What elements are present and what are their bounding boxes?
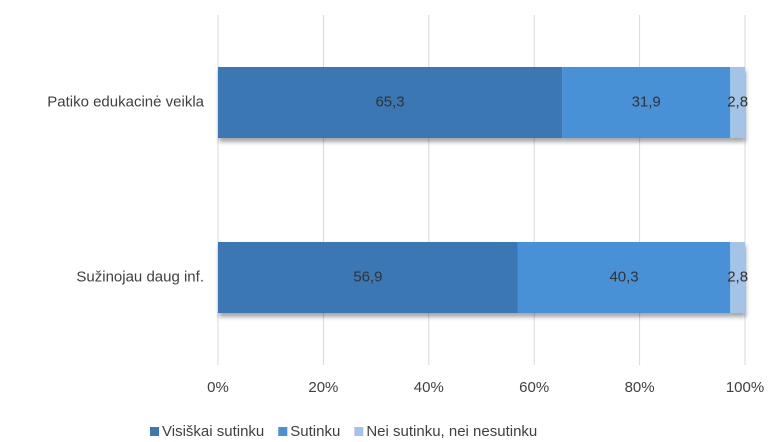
bar-segment bbox=[218, 242, 518, 313]
legend-swatch bbox=[278, 427, 288, 436]
bar-segment bbox=[730, 67, 745, 138]
y-tick-label: Patiko edukacinė veikla bbox=[47, 93, 204, 110]
value-label: 31,9 bbox=[632, 93, 661, 110]
legend-swatch bbox=[354, 427, 364, 436]
x-tick-label: 80% bbox=[625, 379, 655, 396]
value-label: 65,3 bbox=[375, 93, 404, 110]
x-tick-label: 60% bbox=[519, 379, 549, 396]
value-label: 2,8 bbox=[727, 93, 748, 110]
y-tick-label: Sužinojau daug inf. bbox=[76, 268, 204, 285]
x-tick-label: 20% bbox=[308, 379, 338, 396]
x-tick-label: 40% bbox=[414, 379, 444, 396]
bar-group bbox=[218, 242, 745, 313]
value-label: 56,9 bbox=[353, 268, 382, 285]
legend-label: Nei sutinku, nei nesutinku bbox=[366, 423, 537, 440]
value-label: 2,8 bbox=[727, 268, 748, 285]
x-tick-label: 0% bbox=[207, 379, 229, 396]
legend-label: Visiškai sutinku bbox=[162, 423, 264, 440]
bar-segment bbox=[730, 242, 745, 313]
bar-segment bbox=[562, 67, 731, 138]
bar-segment bbox=[218, 67, 563, 138]
bar-group bbox=[218, 67, 745, 138]
value-label: 40,3 bbox=[609, 268, 638, 285]
bar-segment bbox=[517, 242, 731, 313]
x-tick-label: 100% bbox=[726, 379, 764, 396]
legend-label: Sutinku bbox=[290, 423, 340, 440]
legend-swatch bbox=[150, 427, 159, 436]
